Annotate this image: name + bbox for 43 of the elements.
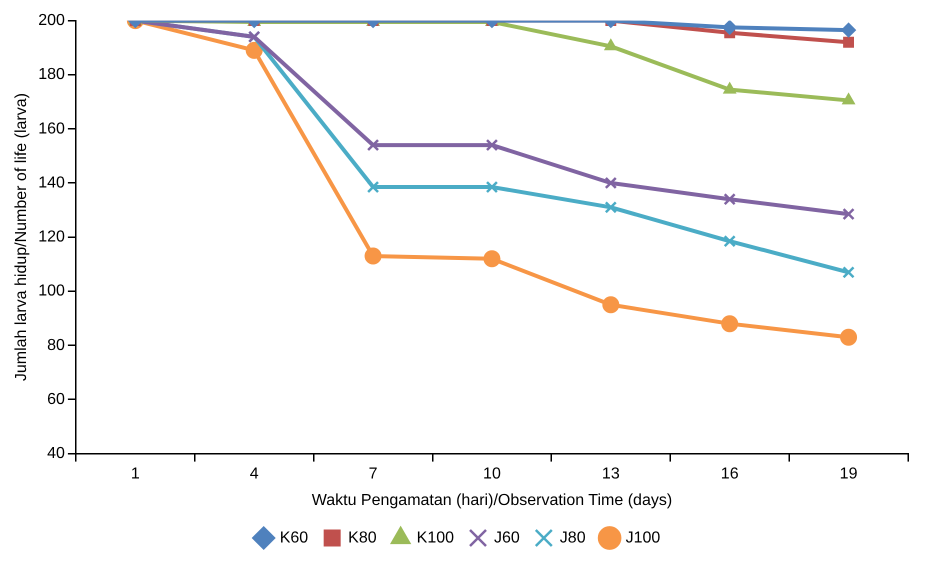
legend-label: K100 [416,529,454,546]
x-tick-label: 7 [368,466,378,483]
x-axis-title: Waktu Pengamatan (hari)/Observation Time (days) [312,492,672,509]
point [604,176,618,190]
point [721,315,738,332]
point [843,36,854,48]
legend-label: K60 [280,529,308,546]
point [364,248,382,265]
x-tick-label: 10 [483,466,501,483]
point [722,20,738,35]
point [486,138,498,152]
point [602,296,620,314]
point [486,180,498,194]
point [604,201,618,214]
point [366,138,380,152]
point [723,193,736,206]
y-tick-label: 160 [38,120,65,138]
y-tick-label: 120 [38,228,65,246]
point [842,208,855,220]
point [840,328,858,346]
x-tick-label: 19 [840,466,858,483]
x-tick-label: 16 [720,466,739,483]
y-tick-label: 60 [47,390,65,408]
y-tick-label: 40 [47,445,65,462]
x-tick-label: 4 [250,466,259,483]
point [246,42,263,59]
y-axis-title: Jumlah larva hidup/Number of life (larva) [13,93,30,382]
legend-label: K80 [348,529,377,546]
x-tick-label: 13 [602,466,620,483]
legend-label: J80 [560,529,586,546]
point [483,250,500,268]
y-tick-label: 100 [38,282,65,300]
legend-label: J100 [626,529,660,546]
point [842,266,855,278]
legend-label: J60 [494,529,520,546]
y-tick-label: 200 [38,12,65,30]
y-tick-label: 80 [47,336,65,354]
point [723,234,736,248]
point [366,180,380,194]
x-tick-label: 1 [130,466,140,483]
y-tick-label: 180 [38,66,65,84]
y-tick-label: 140 [38,174,65,192]
point [841,22,856,38]
